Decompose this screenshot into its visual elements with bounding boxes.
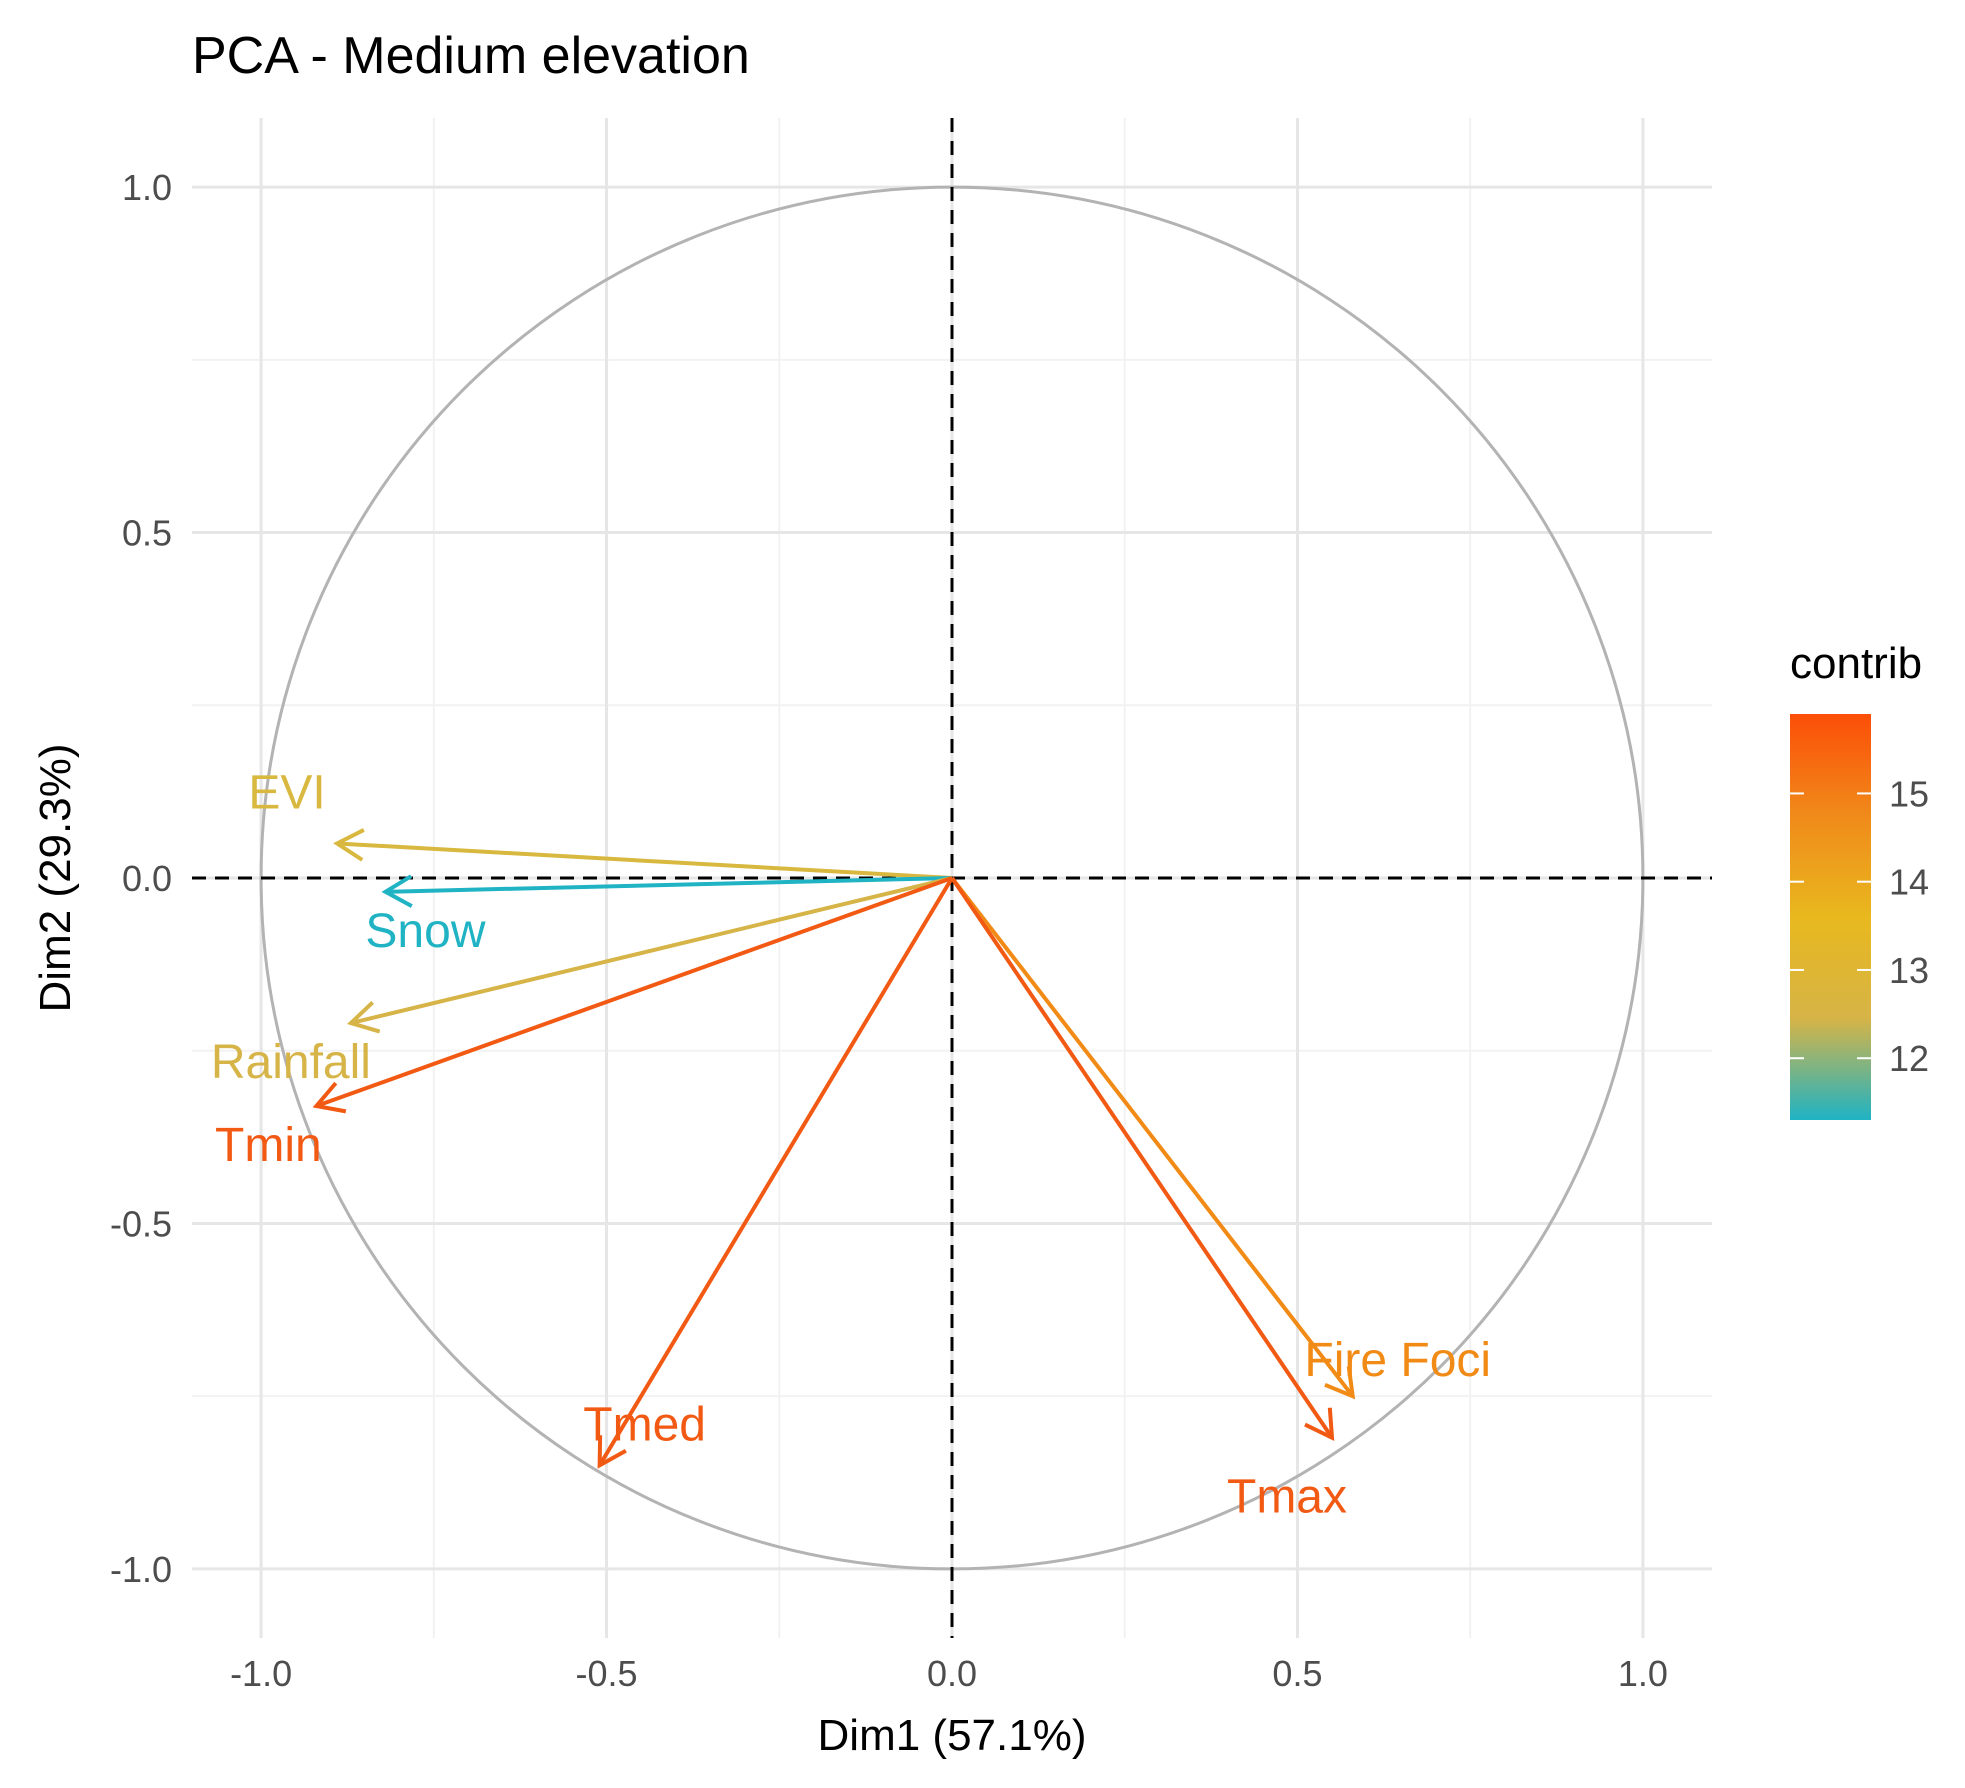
x-tick-label: -1.0	[230, 1653, 292, 1694]
label-evi: EVI	[248, 766, 325, 819]
y-tick-label: 0.0	[122, 858, 172, 899]
y-tick-label: 1.0	[122, 167, 172, 208]
legend: contrib 12 13 14 15	[1790, 639, 1929, 1120]
y-axis-label: Dim2 (29.3%)	[31, 744, 80, 1013]
variable-labels: EVI Snow Rainfall Tmin Tmed Fire Foci Tmax	[211, 766, 1491, 1523]
label-snow: Snow	[365, 905, 485, 958]
arrowhead-tmax	[1304, 1407, 1335, 1441]
arrowhead-tmin	[312, 1081, 347, 1114]
arrow-evi	[336, 841, 953, 880]
arrow-fire-foci	[950, 876, 1355, 1398]
legend-ticks: 12 13 14 15	[1790, 773, 1929, 1079]
arrow-snow	[385, 876, 953, 894]
arrowhead-snow	[381, 874, 413, 908]
label-tmin: Tmin	[215, 1119, 322, 1172]
y-tick-label: -0.5	[110, 1203, 172, 1244]
arrow-tmed	[597, 876, 954, 1467]
y-tick-label: -1.0	[110, 1549, 172, 1590]
label-rainfall: Rainfall	[211, 1036, 371, 1089]
variable-arrows	[312, 828, 1356, 1469]
x-tick-label: 0.5	[1272, 1653, 1322, 1694]
arrow-tmin	[315, 876, 953, 1108]
label-tmed: Tmed	[583, 1398, 706, 1451]
arrowhead-evi	[333, 828, 365, 862]
label-fire-foci: Fire Foci	[1304, 1334, 1491, 1387]
x-tick-label: 1.0	[1618, 1653, 1668, 1694]
arrowhead-fire-foci	[1324, 1366, 1356, 1400]
label-tmax: Tmax	[1227, 1471, 1347, 1524]
legend-tick-label: 14	[1889, 862, 1929, 903]
arrow-rainfall	[350, 876, 953, 1026]
x-tick-label: -0.5	[576, 1653, 638, 1694]
x-tick-label: 0.0	[927, 1653, 977, 1694]
legend-tick-label: 15	[1889, 773, 1929, 814]
y-tick-label: 0.5	[122, 513, 172, 554]
legend-title: contrib	[1790, 639, 1922, 688]
chart-title: PCA - Medium elevation	[192, 27, 750, 85]
x-axis-label: Dim1 (57.1%)	[818, 1711, 1087, 1760]
y-axis-ticks: -1.0 -0.5 0.0 0.5 1.0	[110, 167, 172, 1590]
x-axis-ticks: -1.0 -0.5 0.0 0.5 1.0	[230, 1653, 1668, 1694]
legend-tick-label: 13	[1889, 950, 1929, 991]
arrowhead-tmed	[597, 1435, 627, 1469]
legend-tick-label: 12	[1889, 1038, 1929, 1079]
arrowhead-rainfall	[347, 1000, 381, 1034]
legend-colorbar	[1790, 714, 1871, 1120]
arrow-tmax	[950, 876, 1334, 1439]
